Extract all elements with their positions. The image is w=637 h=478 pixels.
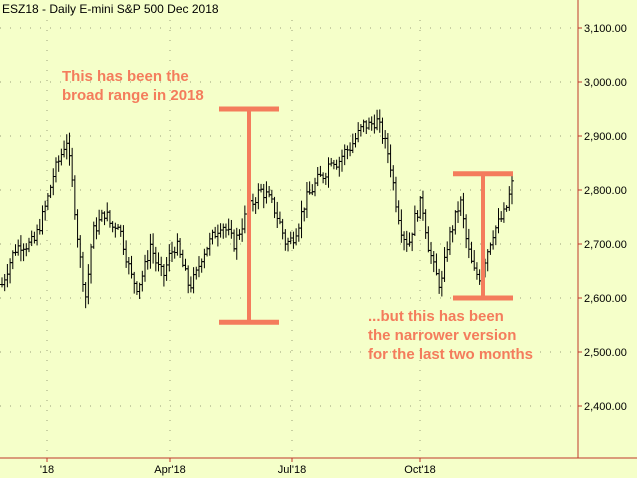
annotation-narrow-range: ...but this has been the narrower versio… bbox=[368, 307, 533, 364]
y-tick-label: 3,000.00 bbox=[584, 77, 627, 89]
annotation-narrow-line-2: the narrower version bbox=[368, 327, 517, 344]
x-tick-label: Jul'18 bbox=[278, 464, 306, 476]
y-tick-label: 2,700.00 bbox=[584, 239, 627, 251]
annotation-narrow-line-3: for the last two months bbox=[368, 346, 533, 363]
range-brackets bbox=[219, 106, 513, 325]
annotation-narrow-line-1: ...but this has been bbox=[368, 308, 504, 325]
x-tick-label: Oct'18 bbox=[404, 464, 435, 476]
x-tick-label: Apr'18 bbox=[154, 464, 185, 476]
chart-title: ESZ18 - Daily E-mini S&P 500 Dec 2018 bbox=[2, 2, 219, 16]
annotation-broad-range: This has been the broad range in 2018 bbox=[62, 67, 204, 105]
y-tick-label: 2,900.00 bbox=[584, 131, 627, 143]
y-tick-label: 2,500.00 bbox=[584, 347, 627, 359]
price-bars bbox=[0, 109, 514, 309]
y-tick-label: 3,100.00 bbox=[584, 23, 627, 35]
annotation-broad-line-2: broad range in 2018 bbox=[62, 87, 204, 104]
y-tick-label: 2,400.00 bbox=[584, 401, 627, 413]
y-tick-label: 2,600.00 bbox=[584, 293, 627, 305]
annotation-broad-line-1: This has been the bbox=[62, 68, 189, 85]
x-tick-label: '18 bbox=[40, 464, 54, 476]
y-tick-label: 2,800.00 bbox=[584, 185, 627, 197]
